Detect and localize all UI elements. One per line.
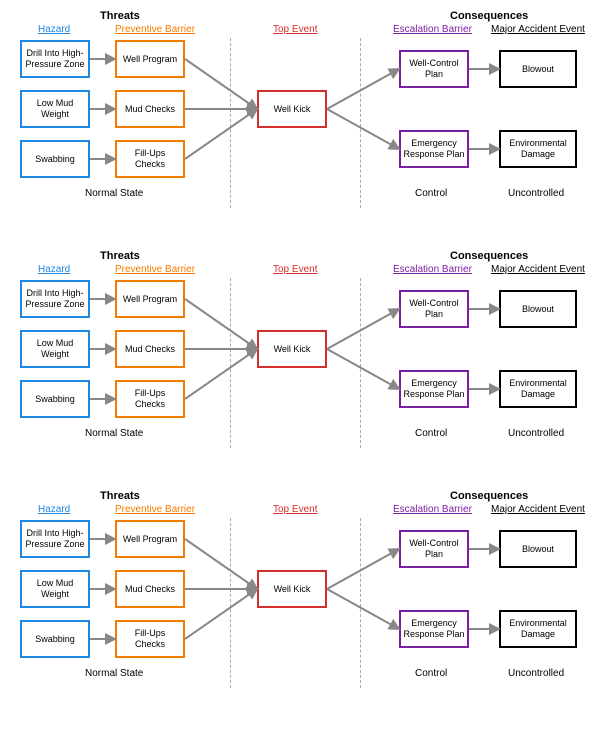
bowtie-diagram: Threats Consequences Hazard Preventive Barr… [10, 10, 590, 240]
node-a1: Blowout [499, 50, 577, 88]
footer-label: Uncontrolled [508, 428, 564, 439]
footer-label: Uncontrolled [508, 188, 564, 199]
node-h2: Low Mud Weight [20, 570, 90, 608]
node-te: Well Kick [257, 570, 327, 608]
node-p1: Well Program [115, 280, 185, 318]
column-header-accident: Major Accident Event [491, 24, 585, 35]
column-header-escalation: Escalation Barrier [393, 504, 472, 515]
divider [230, 38, 231, 208]
node-h2: Low Mud Weight [20, 90, 90, 128]
node-a2: Environmental Damage [499, 610, 577, 648]
node-e2: Emergency Response Plan [399, 370, 469, 408]
section-title-consequences: Consequences [450, 490, 528, 502]
divider [360, 38, 361, 208]
node-p1: Well Program [115, 40, 185, 78]
column-header-topevent: Top Event [273, 504, 317, 515]
node-h1: Drill Into High-Pressure Zone [20, 40, 90, 78]
column-header-hazard: Hazard [38, 504, 70, 515]
node-h2: Low Mud Weight [20, 330, 90, 368]
node-a2: Environmental Damage [499, 370, 577, 408]
footer-label: Control [415, 668, 447, 679]
footer-label: Normal State [85, 668, 143, 679]
divider [230, 278, 231, 448]
node-h3: Swabbing [20, 140, 90, 178]
column-header-accident: Major Accident Event [491, 504, 585, 515]
bowtie-diagram: Threats Consequences Hazard Preventive Barr… [10, 250, 590, 480]
column-header-preventive: Preventive Barrier [115, 504, 195, 515]
node-h3: Swabbing [20, 620, 90, 658]
node-te: Well Kick [257, 330, 327, 368]
section-title-threats: Threats [100, 250, 140, 262]
divider [360, 518, 361, 688]
column-header-escalation: Escalation Barrier [393, 24, 472, 35]
column-header-topevent: Top Event [273, 264, 317, 275]
node-h3: Swabbing [20, 380, 90, 418]
node-a2: Environmental Damage [499, 130, 577, 168]
node-h1: Drill Into High-Pressure Zone [20, 280, 90, 318]
node-e1: Well-Control Plan [399, 50, 469, 88]
footer-label: Control [415, 428, 447, 439]
node-e1: Well-Control Plan [399, 530, 469, 568]
column-header-hazard: Hazard [38, 24, 70, 35]
node-te: Well Kick [257, 90, 327, 128]
divider [230, 518, 231, 688]
column-header-accident: Major Accident Event [491, 264, 585, 275]
column-header-hazard: Hazard [38, 264, 70, 275]
bowtie-diagram: Threats Consequences Hazard Preventive Barr… [10, 490, 590, 720]
node-p3: Fill-Ups Checks [115, 380, 185, 418]
node-p2: Mud Checks [115, 570, 185, 608]
node-p2: Mud Checks [115, 330, 185, 368]
section-title-consequences: Consequences [450, 250, 528, 262]
node-e2: Emergency Response Plan [399, 130, 469, 168]
section-title-threats: Threats [100, 10, 140, 22]
column-header-escalation: Escalation Barrier [393, 264, 472, 275]
divider [360, 278, 361, 448]
node-p1: Well Program [115, 520, 185, 558]
footer-label: Normal State [85, 188, 143, 199]
node-a1: Blowout [499, 290, 577, 328]
footer-label: Uncontrolled [508, 668, 564, 679]
node-e1: Well-Control Plan [399, 290, 469, 328]
node-a1: Blowout [499, 530, 577, 568]
column-header-preventive: Preventive Barrier [115, 24, 195, 35]
column-header-topevent: Top Event [273, 24, 317, 35]
column-header-preventive: Preventive Barrier [115, 264, 195, 275]
node-e2: Emergency Response Plan [399, 610, 469, 648]
node-p3: Fill-Ups Checks [115, 140, 185, 178]
section-title-consequences: Consequences [450, 10, 528, 22]
node-p3: Fill-Ups Checks [115, 620, 185, 658]
footer-label: Normal State [85, 428, 143, 439]
footer-label: Control [415, 188, 447, 199]
node-h1: Drill Into High-Pressure Zone [20, 520, 90, 558]
section-title-threats: Threats [100, 490, 140, 502]
node-p2: Mud Checks [115, 90, 185, 128]
